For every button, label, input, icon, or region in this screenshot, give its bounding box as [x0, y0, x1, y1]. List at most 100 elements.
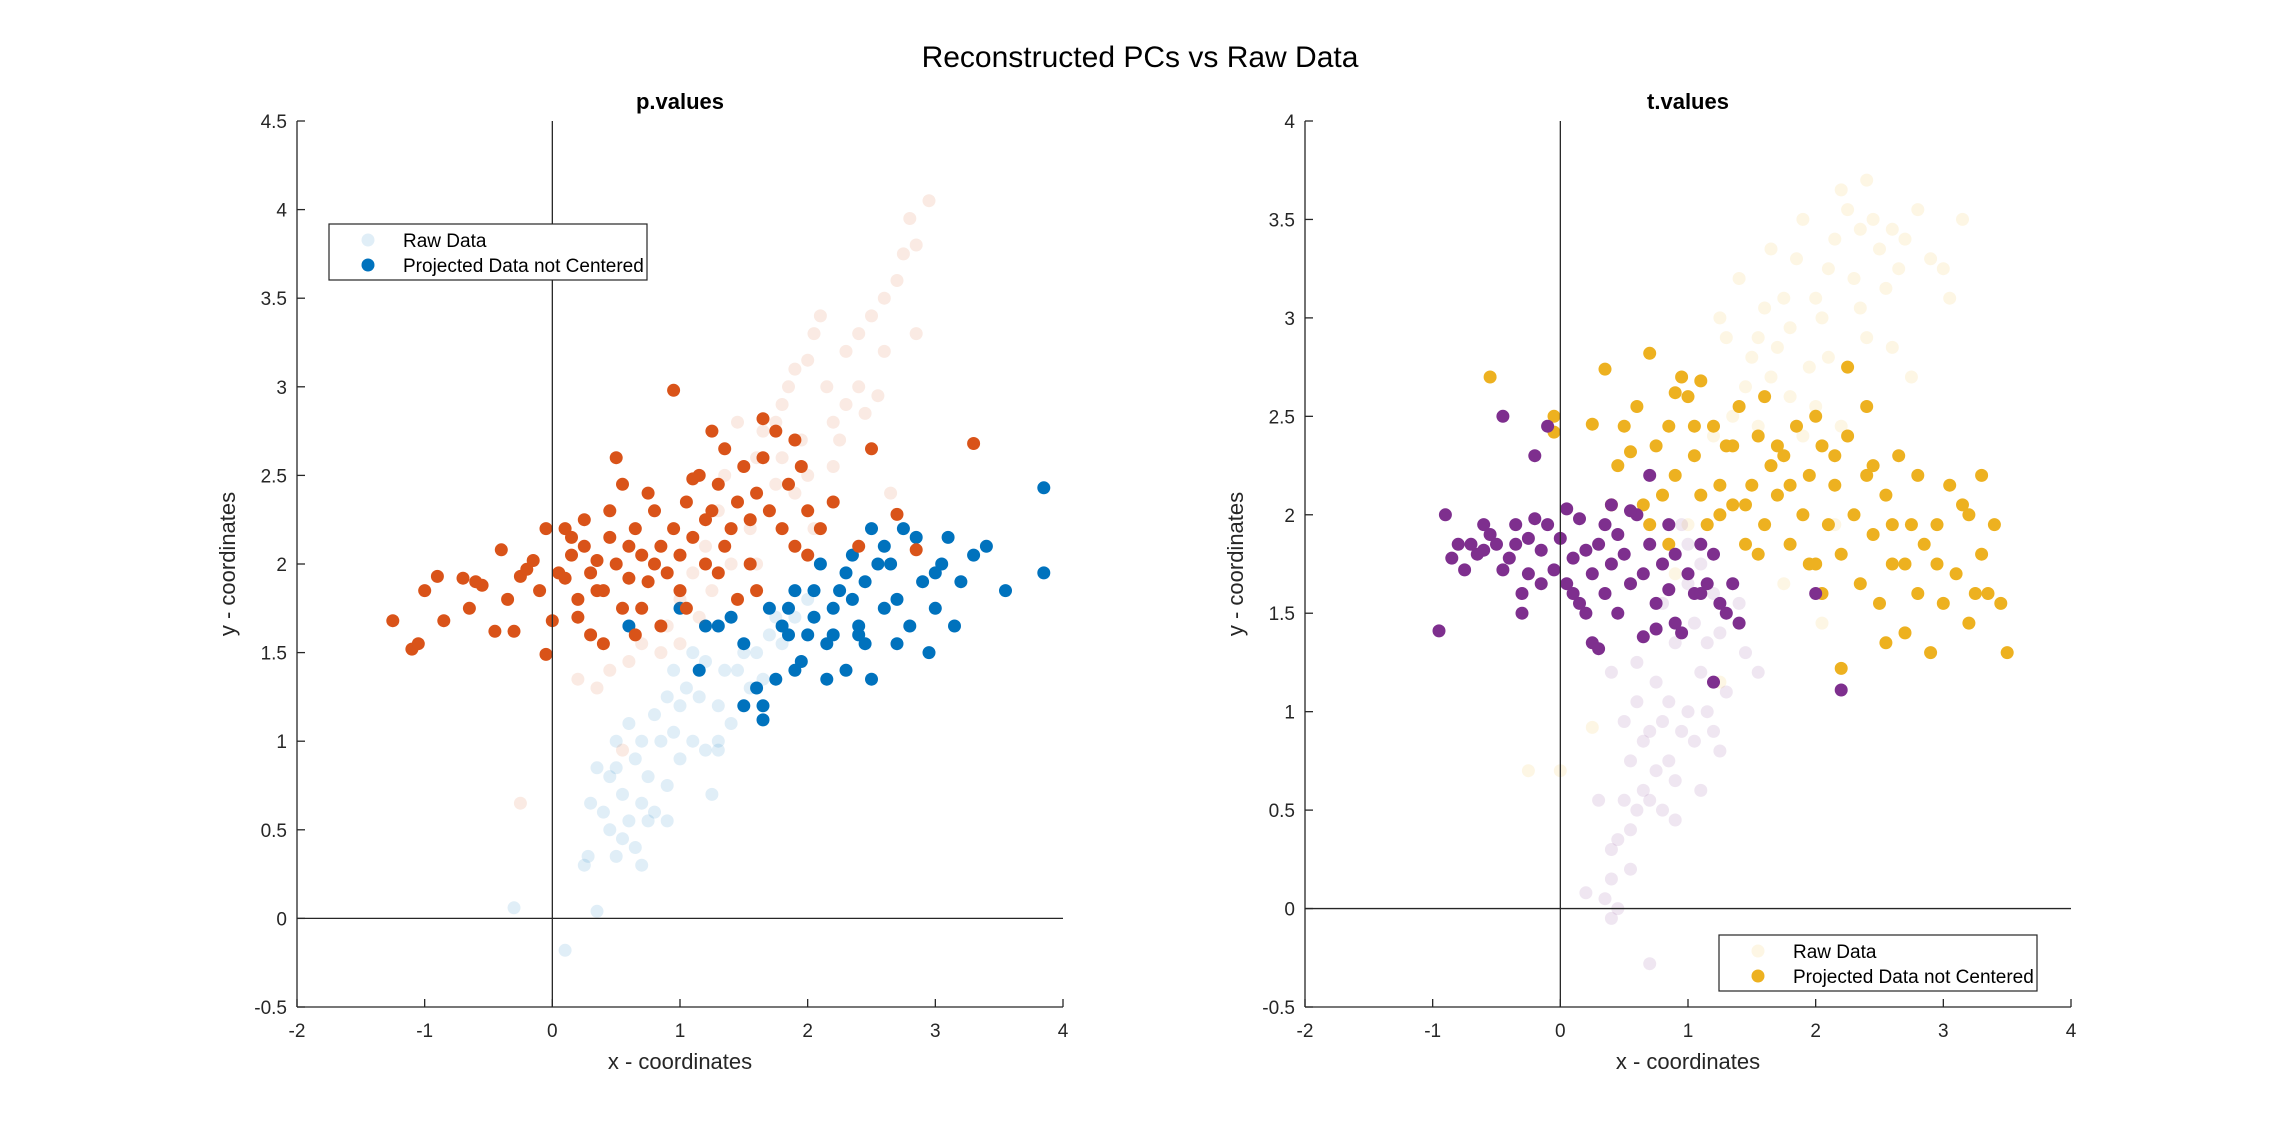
- p-values-projected-data-not-centered-d95319-point: [430, 569, 444, 583]
- p-values-raw-data-d95319-point: [775, 398, 789, 411]
- p-values-projected-data-not-centered-d95319-point: [584, 566, 598, 580]
- t-values-projected-data-not-centered-7e2f8e-point: [1509, 518, 1523, 532]
- t-values-projected-data-not-centered-7e2f8e-point: [1656, 557, 1669, 571]
- p-values-projected-data-not-centered-0072bd-point: [833, 584, 847, 598]
- t-values-projected-data-not-centered-7e2f8e-point: [1490, 537, 1503, 551]
- t-values-y-tick-label: 2.5: [1269, 407, 1295, 428]
- p-values-x-tick-label: 3: [930, 1021, 941, 1042]
- t-values-raw-data-7e2f8e-point: [1643, 957, 1657, 971]
- t-values-projected-data-not-centered-edb120-point: [1904, 518, 1918, 532]
- t-values-projected-data-not-centered-edb120-point: [1892, 449, 1906, 463]
- t-values-projected-data-not-centered-edb120-point: [1687, 419, 1701, 433]
- t-values-projected-data-not-centered-7e2f8e-point: [1541, 419, 1555, 433]
- t-values-raw-data-edb120-point: [1892, 262, 1906, 276]
- p-values-projected-data-not-centered-d95319-point: [609, 557, 623, 571]
- p-values-raw-data-0072bd-point: [622, 717, 636, 730]
- p-values-raw-data-d95319-point: [865, 309, 878, 323]
- t-values-projected-data-not-centered-7e2f8e-point: [1700, 577, 1714, 591]
- p-values-legend-marker-projected: [361, 258, 375, 272]
- t-values-projected-data-not-centered-edb120-point: [1668, 468, 1682, 482]
- p-values-raw-data-0072bd-point: [616, 832, 629, 846]
- t-values-raw-data-7e2f8e-point: [1604, 911, 1618, 925]
- p-values-projected-data-not-centered-d95319-point: [628, 522, 642, 536]
- t-values-projected-data-not-centered-edb120-point: [1802, 557, 1816, 571]
- t-values-projected-data-not-centered-7e2f8e-point: [1649, 596, 1663, 610]
- t-values-x-tick-label: -2: [1297, 1021, 1314, 1042]
- p-values-raw-data-d95319-point: [603, 663, 617, 677]
- p-values-projected-data-not-centered-d95319-point: [673, 548, 687, 562]
- t-values-projected-data-not-centered-edb120-point: [1898, 557, 1912, 571]
- t-values-y-tick-label: 3.5: [1269, 210, 1295, 231]
- t-values-raw-data-edb120-point: [1707, 429, 1720, 443]
- p-values-raw-data-0072bd-point: [679, 681, 693, 695]
- t-values-raw-data-edb120-point: [1956, 212, 1969, 226]
- t-values-projected-data-not-centered-edb120-point: [1815, 439, 1829, 453]
- p-values-raw-data-d95319-point: [782, 380, 795, 394]
- p-values-legend-projected: Projected Data not Centered: [403, 256, 644, 277]
- p-values-raw-data-d95319-point: [616, 743, 629, 757]
- t-values-projected-data-not-centered-7e2f8e-point: [1560, 502, 1574, 516]
- p-values-raw-data-d95319-point: [590, 681, 604, 695]
- p-values-raw-data-0072bd-point: [628, 752, 642, 766]
- t-values-raw-data-7e2f8e-point: [1611, 833, 1625, 847]
- t-values-raw-data-7e2f8e-point: [1579, 886, 1593, 900]
- t-values-projected-data-not-centered-edb120-point: [1853, 577, 1867, 591]
- p-values-projected-data-not-centered-d95319-point: [788, 433, 802, 447]
- p-values-raw-data-0072bd-point: [609, 734, 623, 748]
- t-values-raw-data-7e2f8e-point: [1700, 636, 1714, 650]
- t-values-raw-data-7e2f8e-point: [1681, 537, 1695, 551]
- p-values-projected-data-not-centered-d95319-point: [801, 548, 815, 562]
- p-values-projected-data-not-centered-d95319-point: [411, 637, 425, 651]
- figure-title: Reconstructed PCs vs Raw Data: [922, 41, 1359, 74]
- t-values-projected-data-not-centered-edb120-point: [1745, 478, 1759, 492]
- p-values-projected-data-not-centered-0072bd-point: [999, 584, 1012, 598]
- p-values-raw-data-d95319-point: [909, 327, 923, 341]
- t-values-projected-data-not-centered-7e2f8e-point: [1528, 512, 1542, 526]
- p-values-raw-data-0072bd-point: [731, 663, 744, 677]
- p-values-projected-data-not-centered-d95319-point: [488, 624, 502, 638]
- t-values-raw-data-7e2f8e-point: [1668, 636, 1682, 650]
- p-values-projected-data-not-centered-0072bd-point: [724, 610, 738, 624]
- p-values-projected-data-not-centered-d95319-point: [539, 522, 553, 536]
- p-values-projected-data-not-centered-0072bd-point: [756, 699, 770, 713]
- t-values-projected-data-not-centered-edb120-point: [1547, 409, 1561, 423]
- p-values-raw-data-0072bd-point: [507, 901, 521, 915]
- p-values-x-tick-label: -1: [416, 1021, 433, 1042]
- t-values-projected-data-not-centered-7e2f8e-point: [1604, 498, 1618, 512]
- p-values-projected-data-not-centered-0072bd-point: [839, 566, 853, 580]
- t-values-y-tick-label: 2: [1284, 506, 1295, 527]
- p-values-raw-data-d95319-point: [858, 406, 872, 420]
- t-values-raw-data-edb120-point: [1860, 331, 1874, 345]
- t-values-projected-data-not-centered-7e2f8e-point: [1432, 624, 1446, 638]
- t-values-raw-data-7e2f8e-point: [1649, 764, 1663, 778]
- p-values-projected-data-not-centered-d95319-point: [590, 584, 604, 598]
- t-values-raw-data-7e2f8e-point: [1630, 655, 1644, 669]
- p-values-ticks: -2 -1 0 1 2 3 4 -0.5 0 0.5 1 1.5 2 2.5 3 3.5 4 4.5: [254, 112, 1068, 1042]
- t-values-projected-data-not-centered-7e2f8e-point: [1726, 577, 1740, 591]
- t-values-raw-data-7e2f8e-point: [1592, 793, 1606, 807]
- t-values-raw-data-edb120-point: [1783, 390, 1797, 404]
- p-values-projected-data-not-centered-0072bd-point: [852, 619, 866, 633]
- t-values-projected-data-not-centered-edb120-point: [2000, 646, 2014, 660]
- p-values-raw-data-d95319-point: [513, 796, 527, 810]
- t-values-raw-data-edb120-point: [1885, 222, 1899, 236]
- t-values-raw-data-7e2f8e-point: [1598, 892, 1612, 906]
- t-values-raw-data-edb120-point: [1873, 242, 1886, 256]
- t-values-projected-data-not-centered-edb120-point: [1924, 646, 1938, 660]
- p-values-raw-data-0072bd-point: [737, 646, 751, 660]
- p-values-y-tick-label: -0.5: [254, 998, 287, 1019]
- p-values-raw-data-d95319-point: [699, 539, 712, 553]
- t-values-projected-data-not-centered-edb120-point: [1739, 498, 1752, 512]
- t-values-raw-data-7e2f8e-point: [1604, 843, 1618, 856]
- p-values-projected-data-not-centered-0072bd-point: [928, 566, 942, 580]
- t-values-raw-data-edb120-point: [1745, 350, 1759, 364]
- t-values-projected-data-not-centered-7e2f8e-point: [1477, 543, 1491, 557]
- p-values-raw-data-d95319-point: [833, 433, 847, 447]
- p-values-projected-data-not-centered-0072bd-point: [979, 539, 993, 553]
- t-values-projected-data-not-centered-edb120-point: [1668, 386, 1682, 400]
- t-values-title: t.values: [1647, 89, 1729, 114]
- p-values-projected-data-not-centered-0072bd-point: [865, 672, 878, 686]
- p-values-projected-data-not-centered-d95319-point: [762, 504, 776, 518]
- p-values-raw-data-0072bd-point: [616, 787, 629, 801]
